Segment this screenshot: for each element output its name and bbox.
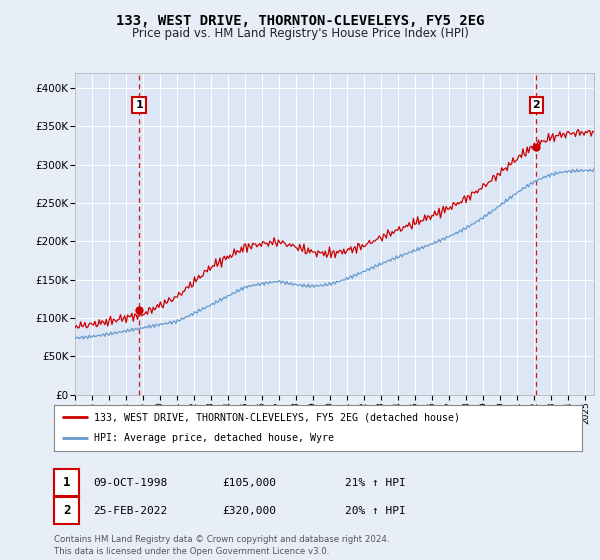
Text: 1: 1: [135, 100, 143, 110]
Text: £320,000: £320,000: [222, 506, 276, 516]
Text: 25-FEB-2022: 25-FEB-2022: [93, 506, 167, 516]
Text: Contains HM Land Registry data © Crown copyright and database right 2024.
This d: Contains HM Land Registry data © Crown c…: [54, 535, 389, 556]
Text: HPI: Average price, detached house, Wyre: HPI: Average price, detached house, Wyre: [94, 433, 334, 444]
Text: 133, WEST DRIVE, THORNTON-CLEVELEYS, FY5 2EG (detached house): 133, WEST DRIVE, THORNTON-CLEVELEYS, FY5…: [94, 412, 460, 422]
Text: 133, WEST DRIVE, THORNTON-CLEVELEYS, FY5 2EG: 133, WEST DRIVE, THORNTON-CLEVELEYS, FY5…: [116, 14, 484, 28]
Text: 2: 2: [63, 504, 70, 517]
Text: 09-OCT-1998: 09-OCT-1998: [93, 478, 167, 488]
Text: £105,000: £105,000: [222, 478, 276, 488]
Text: 2: 2: [533, 100, 541, 110]
Text: 20% ↑ HPI: 20% ↑ HPI: [345, 506, 406, 516]
Text: 21% ↑ HPI: 21% ↑ HPI: [345, 478, 406, 488]
Text: 1: 1: [63, 476, 70, 489]
Text: Price paid vs. HM Land Registry's House Price Index (HPI): Price paid vs. HM Land Registry's House …: [131, 27, 469, 40]
